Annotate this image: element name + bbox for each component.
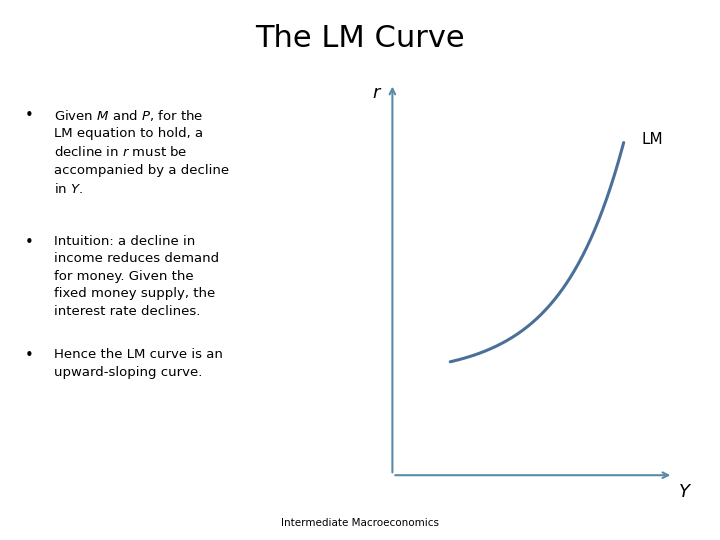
- Text: Given $M$ and $P$, for the
LM equation to hold, a
decline in $r$ must be
accompa: Given $M$ and $P$, for the LM equation t…: [54, 108, 229, 196]
- Text: Intermediate Macroeconomics: Intermediate Macroeconomics: [281, 518, 439, 528]
- Text: r: r: [372, 84, 379, 102]
- Text: •: •: [25, 235, 34, 250]
- Text: •: •: [25, 108, 34, 123]
- Text: The LM Curve: The LM Curve: [255, 24, 465, 53]
- Text: Hence the LM curve is an
upward-sloping curve.: Hence the LM curve is an upward-sloping …: [54, 348, 223, 379]
- Text: Y: Y: [678, 483, 690, 501]
- Text: LM: LM: [642, 132, 663, 147]
- Text: Intuition: a decline in
income reduces demand
for money. Given the
fixed money s: Intuition: a decline in income reduces d…: [54, 235, 219, 318]
- Text: •: •: [25, 348, 34, 363]
